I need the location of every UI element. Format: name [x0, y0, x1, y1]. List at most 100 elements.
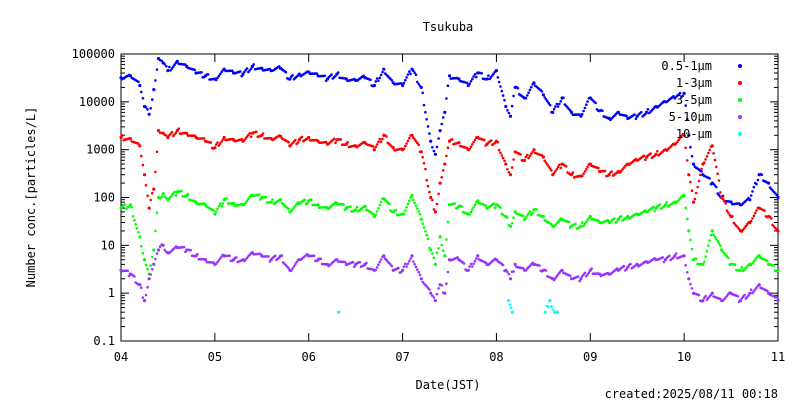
data-point: [564, 165, 568, 168]
data-point: [701, 299, 705, 303]
data-points: [119, 57, 780, 315]
data-point: [378, 260, 382, 264]
data-point: [747, 294, 750, 297]
data-point: [429, 195, 433, 200]
x-tick-label: 11: [771, 350, 785, 364]
data-point: [259, 252, 262, 256]
data-point: [544, 98, 548, 101]
data-point: [485, 77, 489, 81]
data-point: [412, 198, 415, 202]
data-point: [432, 149, 436, 153]
data-point: [133, 275, 136, 278]
data-point: [712, 233, 715, 237]
data-point: [170, 130, 174, 134]
data-point: [422, 161, 426, 165]
data-point: [694, 257, 698, 261]
data-point: [247, 197, 250, 201]
data-point: [432, 256, 436, 260]
data-point: [776, 299, 780, 303]
data-point: [684, 146, 687, 150]
data-point: [401, 83, 405, 88]
data-point: [441, 116, 445, 119]
legend-marker: [738, 132, 742, 136]
data-point: [408, 259, 411, 263]
data-point: [214, 78, 218, 82]
data-point: [752, 185, 756, 189]
data-point: [401, 268, 405, 272]
data-point: [625, 114, 628, 118]
data-point: [431, 146, 434, 149]
data-point: [725, 209, 729, 212]
legend-label: 5-10μm: [669, 110, 712, 124]
data-point: [433, 299, 437, 303]
data-point: [585, 275, 588, 278]
data-point: [202, 137, 206, 140]
data-point: [248, 195, 251, 199]
data-point: [144, 293, 148, 297]
data-point: [291, 208, 294, 211]
data-point: [138, 283, 142, 287]
data-point: [654, 152, 658, 156]
data-point: [154, 229, 157, 233]
data-point: [140, 154, 143, 158]
data-point: [445, 97, 448, 100]
data-point: [555, 102, 559, 106]
data-point: [426, 125, 430, 128]
data-point: [365, 261, 368, 265]
data-point: [700, 170, 703, 173]
data-point: [144, 183, 148, 187]
data-point: [441, 169, 445, 172]
data-point: [435, 202, 439, 206]
data-point: [418, 273, 422, 277]
data-point: [315, 72, 319, 75]
data-point: [154, 257, 157, 261]
data-point: [496, 76, 500, 79]
data-point: [292, 206, 296, 209]
data-point: [410, 133, 414, 137]
data-point: [168, 65, 171, 69]
data-point: [295, 202, 298, 206]
data-point: [571, 171, 575, 174]
data-point: [678, 136, 682, 140]
data-point: [743, 293, 746, 297]
data-point: [297, 138, 301, 142]
data-point: [501, 94, 505, 97]
data-point: [221, 202, 225, 205]
data-point: [544, 269, 548, 272]
data-point: [428, 132, 431, 135]
data-point: [296, 141, 300, 144]
data-point: [678, 91, 682, 95]
data-point: [147, 206, 151, 210]
data-point: [374, 80, 378, 83]
data-point: [686, 159, 689, 162]
data-point: [417, 210, 421, 213]
data-point: [189, 248, 192, 252]
data-point: [748, 198, 752, 202]
data-point: [741, 228, 745, 231]
data-point: [724, 202, 727, 205]
data-point: [662, 260, 666, 264]
data-point: [476, 199, 480, 203]
data-point: [687, 133, 691, 137]
data-point: [569, 110, 574, 114]
data-point: [689, 238, 692, 242]
data-point: [472, 262, 475, 266]
data-point: [453, 202, 457, 205]
data-point: [244, 201, 247, 205]
data-point: [613, 217, 616, 220]
data-point: [538, 264, 541, 267]
data-point: [260, 66, 264, 70]
data-point: [749, 219, 753, 223]
data-point: [523, 158, 527, 162]
data-point: [422, 103, 426, 107]
data-point: [588, 214, 592, 219]
data-point: [446, 84, 450, 87]
data-point: [379, 73, 383, 77]
data-point: [580, 221, 584, 224]
data-point: [507, 171, 511, 174]
data-point: [524, 216, 528, 219]
data-point: [231, 69, 234, 73]
data-point: [409, 257, 412, 260]
data-point: [753, 211, 757, 215]
data-point: [585, 220, 588, 224]
